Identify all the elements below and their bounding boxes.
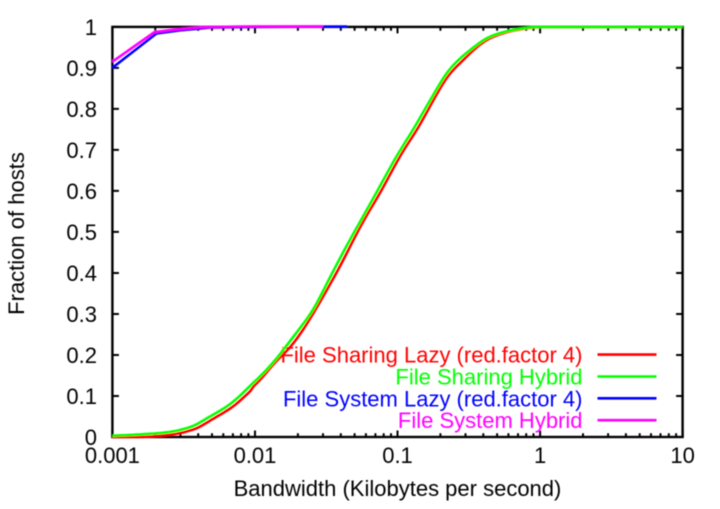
svg-text:1: 1 [534,443,546,468]
svg-text:0: 0 [85,425,97,450]
svg-text:File System Hybrid: File System Hybrid [398,408,583,433]
svg-text:Bandwidth (Kilobytes per secon: Bandwidth (Kilobytes per second) [234,476,562,501]
svg-text:0.5: 0.5 [66,220,97,245]
svg-text:0.1: 0.1 [382,443,413,468]
svg-text:0.1: 0.1 [66,384,97,409]
svg-text:0.001: 0.001 [85,443,140,468]
svg-text:0.9: 0.9 [66,56,97,81]
svg-text:0.8: 0.8 [66,97,97,122]
svg-text:0.2: 0.2 [66,343,97,368]
svg-text:0.3: 0.3 [66,302,97,327]
svg-text:File Sharing Lazy (red.factor: File Sharing Lazy (red.factor 4) [280,343,582,368]
svg-text:File Sharing Hybrid: File Sharing Hybrid [395,365,582,390]
svg-text:Fraction of hosts: Fraction of hosts [4,152,29,315]
svg-text:File System Lazy (red.factor 4: File System Lazy (red.factor 4) [283,386,583,411]
svg-text:0.01: 0.01 [234,443,277,468]
svg-text:1: 1 [85,15,97,40]
svg-text:0.6: 0.6 [66,179,97,204]
svg-text:0.4: 0.4 [66,261,97,286]
svg-text:10: 10 [670,443,694,468]
svg-text:0.7: 0.7 [66,138,97,163]
